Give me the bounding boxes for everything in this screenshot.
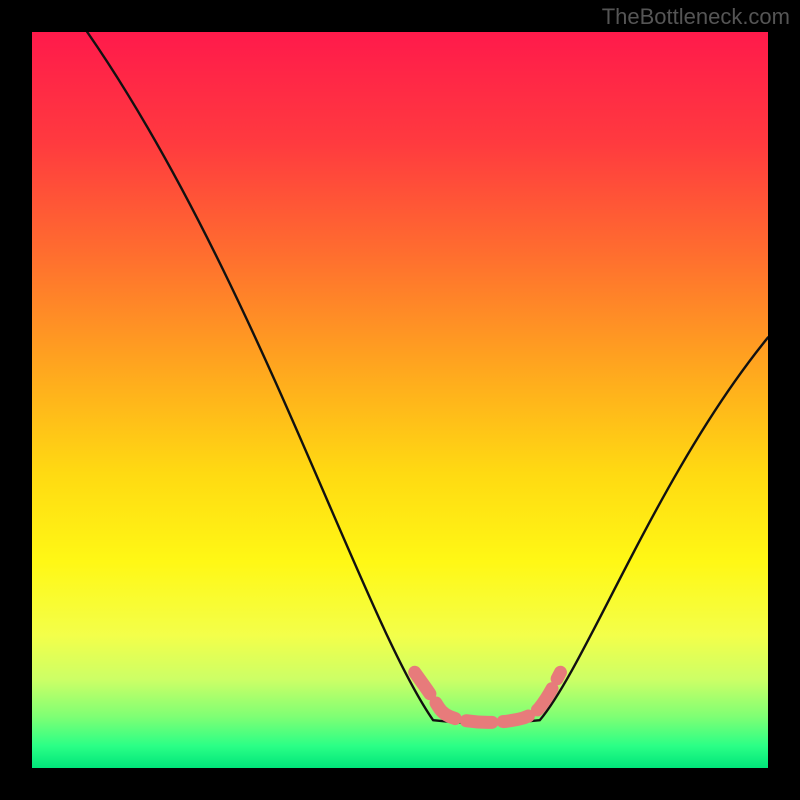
accent-valley-segment	[415, 672, 561, 722]
watermark-text: TheBottleneck.com	[602, 4, 790, 30]
bottleneck-curve	[87, 32, 768, 723]
curve-overlay	[32, 32, 768, 768]
chart-container: TheBottleneck.com	[0, 0, 800, 800]
plot-area	[32, 32, 768, 768]
